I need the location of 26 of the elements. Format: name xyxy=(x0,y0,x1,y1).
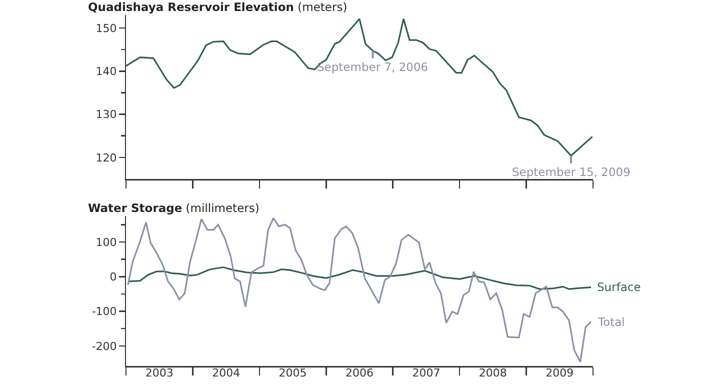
chart-title: Water Storage xyxy=(88,201,182,216)
y-tick-label: -100 xyxy=(92,305,117,318)
x-tick-label: 2008 xyxy=(478,366,507,380)
line-series xyxy=(127,217,592,363)
line-series xyxy=(127,266,592,290)
x-tick-label: 2006 xyxy=(346,366,374,380)
series-label: Surface xyxy=(597,280,641,294)
chart-title: Quadishaya Reservoir Elevation xyxy=(88,0,294,14)
y-axis-title: (meters) xyxy=(298,0,348,14)
y-tick-label: 0 xyxy=(110,270,117,284)
y-tick-label: 130 xyxy=(96,108,117,122)
line-series xyxy=(126,18,593,156)
annotation: September 15, 2009 xyxy=(512,165,630,179)
x-tick-label: 2009 xyxy=(546,366,574,380)
x-tick-label: 2004 xyxy=(212,366,240,380)
y-tick-label: 140 xyxy=(96,64,117,78)
y-tick-label: 150 xyxy=(96,22,117,35)
y-tick-label: 100 xyxy=(96,236,117,249)
x-tick-label: 2007 xyxy=(412,366,440,380)
y-tick-label: -200 xyxy=(92,340,117,353)
annotation: September 7, 2006 xyxy=(317,60,428,74)
x-tick-label: 2003 xyxy=(145,366,174,380)
y-axis-title: (millimeters) xyxy=(186,201,260,216)
y-tick-label: 120 xyxy=(96,151,117,164)
x-tick-label: 2005 xyxy=(278,366,307,380)
series-label: Total xyxy=(597,315,625,329)
